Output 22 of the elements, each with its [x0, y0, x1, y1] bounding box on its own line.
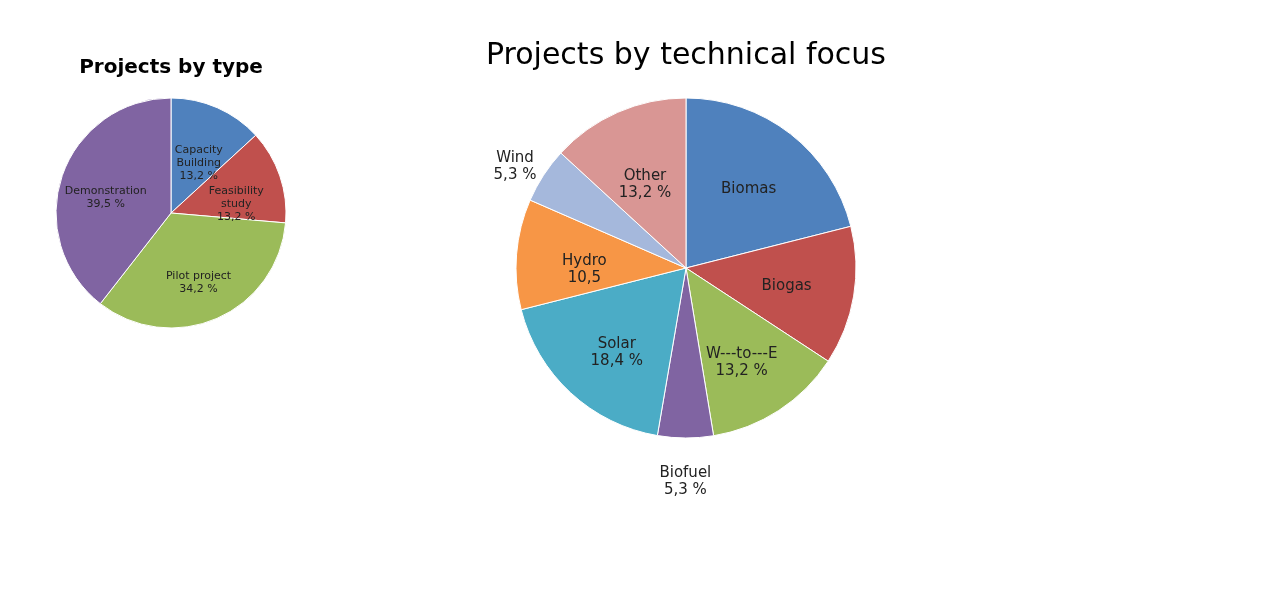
data-label: 34,2 %	[179, 282, 218, 296]
slice-label: Demonstration	[64, 183, 147, 197]
slice-label: Biomas	[721, 178, 777, 197]
chart-title: Projects by type	[79, 53, 263, 78]
slice-label: Wind	[496, 147, 534, 166]
data-label: 13,2 %	[715, 361, 768, 380]
slice-label: Solar	[597, 333, 637, 352]
data-label: 5,3 %	[493, 164, 537, 183]
data-label: 18,4 %	[590, 350, 643, 369]
data-label: 39,5 %	[86, 196, 125, 210]
slice-label: Biogas	[761, 275, 812, 294]
data-label: 5,3 %	[663, 480, 707, 498]
data-label: 10,5	[567, 267, 602, 286]
slice-label: W---to---E	[705, 344, 778, 363]
slice-label: Pilot project	[165, 269, 232, 283]
slice-label: Biofuel	[659, 463, 712, 481]
chart-title: Projects by technical focus	[485, 36, 887, 72]
slice-label: Hydro	[561, 250, 607, 269]
slice-label: Feasibility study	[208, 183, 265, 210]
slice-label: Capacity Building	[174, 142, 224, 169]
slice-label: Other	[623, 165, 668, 184]
data-label: 13,2 %	[618, 182, 672, 201]
